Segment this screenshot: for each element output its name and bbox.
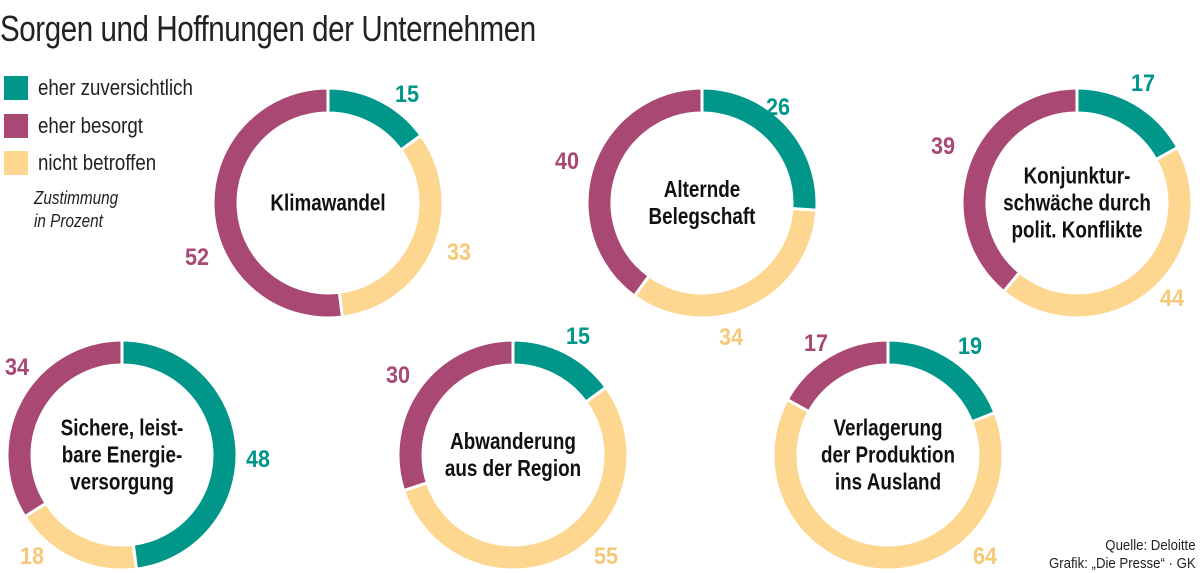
donut-segment bbox=[585, 86, 704, 299]
value-label: 44 bbox=[1159, 285, 1185, 312]
value-label: 30 bbox=[385, 362, 411, 389]
legend-label: eher zuversichtlich bbox=[38, 75, 193, 100]
value-label: 55 bbox=[593, 543, 619, 570]
legend-label: eher besorgt bbox=[38, 113, 144, 138]
donut-title-line: Abwanderung bbox=[450, 428, 576, 454]
donut-title-line: Konjunktur- bbox=[1023, 162, 1131, 189]
donut-title-line: schwäche durch bbox=[1003, 189, 1151, 216]
chart-title: Sorgen und Hoffnungen der Unternehmen bbox=[0, 8, 536, 49]
value-label: 39 bbox=[930, 133, 956, 160]
donut-title-line: versorgung bbox=[70, 468, 174, 495]
donut-segment bbox=[401, 385, 630, 572]
value-label: 33 bbox=[446, 239, 472, 266]
value-label: 17 bbox=[1130, 70, 1156, 97]
donut-segment bbox=[785, 338, 890, 414]
legend-item-nicht-betroffen: nicht betroffen bbox=[4, 150, 177, 176]
legend-swatch bbox=[4, 76, 28, 100]
legend-item-zuversichtlich: eher zuversichtlich bbox=[4, 75, 220, 101]
legend-swatch bbox=[4, 151, 28, 175]
donut-title-line: polit. Konflikte bbox=[1011, 216, 1143, 243]
value-label: 40 bbox=[554, 148, 580, 175]
donut-title: Abwanderung aus der Region bbox=[445, 428, 581, 482]
donut-segment bbox=[960, 86, 1079, 294]
donut-title-line: Klimawandel bbox=[270, 189, 386, 216]
donut-title-line: aus der Region bbox=[444, 455, 582, 481]
donut-segment bbox=[5, 338, 124, 519]
note-line-2: in Prozent bbox=[34, 211, 103, 231]
donut-title-line: Alternde bbox=[663, 176, 741, 202]
source-line: Quelle: Deloitte bbox=[1105, 537, 1196, 554]
value-label: 52 bbox=[184, 244, 210, 271]
donut-segment bbox=[211, 86, 345, 320]
credit-line: Grafik: „Die Presse“ · GK bbox=[1049, 555, 1196, 572]
legend-item-besorgt: eher besorgt bbox=[4, 113, 162, 139]
value-label: 15 bbox=[565, 323, 591, 350]
donut-segment bbox=[511, 338, 609, 405]
donut-title-line: Belegschaft bbox=[648, 203, 756, 229]
value-label: 34 bbox=[718, 324, 744, 351]
value-label: 48 bbox=[245, 446, 271, 473]
donut-title-line: der Produktion bbox=[820, 441, 956, 468]
value-label: 15 bbox=[394, 81, 420, 108]
value-label: 19 bbox=[957, 333, 983, 360]
value-label: 64 bbox=[972, 543, 998, 570]
donut-segment bbox=[771, 397, 1005, 572]
donut-segment bbox=[396, 338, 515, 493]
value-label: 18 bbox=[19, 543, 45, 570]
donut-title: Konjunktur-schwäche durch polit. Konflikt… bbox=[1003, 163, 1151, 244]
donut-title: Klimawandel bbox=[270, 190, 385, 217]
value-label: 34 bbox=[4, 354, 30, 381]
donut-title: Sichere, leist-bare Energie-versorgung bbox=[61, 415, 184, 496]
legend-swatch bbox=[4, 114, 28, 138]
value-label: 17 bbox=[803, 330, 829, 357]
donut-title: Alternde Belegschaft bbox=[649, 176, 756, 230]
donut-title-line: bare Energie- bbox=[61, 441, 183, 468]
legend-label: nicht betroffen bbox=[38, 150, 157, 175]
donut-segment bbox=[337, 133, 445, 319]
donut-title-line: ins Ausland bbox=[834, 468, 942, 495]
value-label: 26 bbox=[765, 94, 791, 121]
donut-title: Verlagerung der Produktion ins Ausland bbox=[821, 415, 955, 496]
note-line-1: Zustimmung bbox=[34, 188, 119, 208]
donut-title-line: Sichere, leist- bbox=[60, 414, 184, 441]
donut-segment bbox=[1075, 86, 1180, 162]
donut-title-line: Verlagerung bbox=[833, 414, 943, 441]
